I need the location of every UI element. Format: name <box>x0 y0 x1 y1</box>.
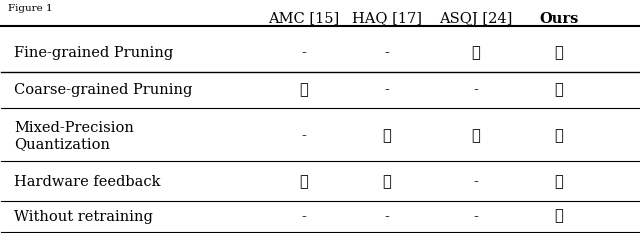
Text: -: - <box>474 83 479 97</box>
Text: ✓: ✓ <box>555 210 563 224</box>
Text: ✓: ✓ <box>555 175 563 189</box>
Text: -: - <box>301 46 307 60</box>
Text: -: - <box>385 83 389 97</box>
Text: -: - <box>474 210 479 224</box>
Text: Ours: Ours <box>540 12 579 26</box>
Text: ✓: ✓ <box>555 129 563 143</box>
Text: -: - <box>301 210 307 224</box>
Text: Without retraining: Without retraining <box>14 210 153 224</box>
Text: ✓: ✓ <box>472 129 481 143</box>
Text: ASQJ [24]: ASQJ [24] <box>440 12 513 26</box>
Text: ✓: ✓ <box>383 129 391 143</box>
Text: Coarse-grained Pruning: Coarse-grained Pruning <box>14 83 193 97</box>
Text: ✓: ✓ <box>472 46 481 60</box>
Text: ✓: ✓ <box>555 83 563 97</box>
Text: ✓: ✓ <box>383 175 391 189</box>
Text: AMC [15]: AMC [15] <box>268 12 340 26</box>
Text: Fine-grained Pruning: Fine-grained Pruning <box>14 46 173 60</box>
Text: -: - <box>474 175 479 189</box>
Text: Hardware feedback: Hardware feedback <box>14 175 161 189</box>
Text: -: - <box>301 129 307 143</box>
Text: HAQ [17]: HAQ [17] <box>352 12 422 26</box>
Text: -: - <box>385 210 389 224</box>
Text: ✓: ✓ <box>555 46 563 60</box>
Text: ✓: ✓ <box>300 175 308 189</box>
Text: ✓: ✓ <box>300 83 308 97</box>
Text: -: - <box>385 46 389 60</box>
Text: Mixed-Precision
Quantization: Mixed-Precision Quantization <box>14 121 134 151</box>
Text: Figure 1: Figure 1 <box>8 4 52 13</box>
